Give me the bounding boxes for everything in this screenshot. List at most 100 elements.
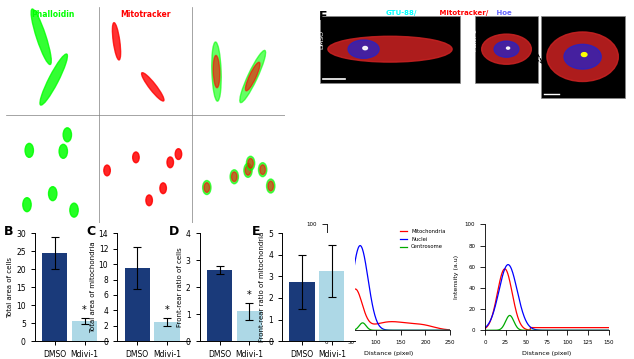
Centrosome <box>372 328 380 332</box>
Bar <box>289 282 314 341</box>
Nuclei <box>401 328 408 332</box>
Mitochondria <box>372 322 380 326</box>
Ellipse shape <box>247 156 255 170</box>
Nuclei <box>363 271 371 275</box>
Bar <box>72 321 97 341</box>
Text: B: B <box>4 225 14 238</box>
Ellipse shape <box>363 46 368 50</box>
Nuclei <box>356 243 364 248</box>
Mitochondria <box>323 328 330 332</box>
Y-axis label: Front-rear ratio of cells: Front-rear ratio of cells <box>177 247 183 327</box>
Ellipse shape <box>260 165 266 174</box>
Ellipse shape <box>203 181 211 195</box>
Centrosome <box>359 321 366 325</box>
Y-axis label: Intensity (a.u): Intensity (a.u) <box>454 255 459 299</box>
Ellipse shape <box>40 54 67 105</box>
Ellipse shape <box>494 41 519 57</box>
Ellipse shape <box>49 187 57 201</box>
Nuclei <box>372 316 380 321</box>
Nuclei <box>413 328 420 332</box>
Ellipse shape <box>104 165 110 176</box>
Centrosome <box>401 328 408 332</box>
Ellipse shape <box>23 198 31 212</box>
Bar <box>207 270 232 341</box>
Ellipse shape <box>31 9 51 65</box>
Ellipse shape <box>231 172 237 182</box>
Ellipse shape <box>212 42 221 101</box>
Text: Mdivi-1: Mdivi-1 <box>0 156 6 182</box>
Ellipse shape <box>248 158 254 168</box>
Ellipse shape <box>133 152 139 163</box>
Nuclei <box>412 328 420 332</box>
X-axis label: Distance (pixel): Distance (pixel) <box>364 350 413 355</box>
Ellipse shape <box>70 203 78 217</box>
Ellipse shape <box>213 55 220 88</box>
Mitochondria <box>401 321 408 325</box>
Ellipse shape <box>175 149 182 159</box>
Y-axis label: Total area of cells: Total area of cells <box>8 257 13 318</box>
Ellipse shape <box>245 165 251 175</box>
Bar <box>320 271 344 341</box>
Centrosome <box>363 325 371 329</box>
Ellipse shape <box>547 32 618 81</box>
Ellipse shape <box>146 195 152 206</box>
Ellipse shape <box>230 170 238 184</box>
Text: DMSO: DMSO <box>0 51 6 71</box>
Y-axis label: Intensity (a.u): Intensity (a.u) <box>295 255 301 299</box>
Ellipse shape <box>564 45 601 69</box>
Nuclei <box>323 328 330 332</box>
Bar <box>541 16 624 98</box>
Centrosome <box>446 328 454 332</box>
Bar <box>124 268 150 341</box>
Text: *: * <box>82 305 87 315</box>
Nuclei <box>446 328 454 332</box>
Bar <box>237 312 262 341</box>
Text: Mitotracker/: Mitotracker/ <box>437 10 488 17</box>
Text: Phalloidin: Phalloidin <box>31 10 75 19</box>
Ellipse shape <box>25 143 34 157</box>
Bar <box>476 16 538 83</box>
Centrosome <box>337 328 345 332</box>
Bar <box>320 16 460 83</box>
Ellipse shape <box>167 157 174 168</box>
Ellipse shape <box>240 50 266 103</box>
Ellipse shape <box>348 40 379 58</box>
Ellipse shape <box>266 179 275 193</box>
Text: *: * <box>165 305 169 315</box>
Ellipse shape <box>59 144 67 158</box>
Ellipse shape <box>160 183 166 194</box>
Text: C: C <box>87 225 96 238</box>
Ellipse shape <box>204 183 210 192</box>
Ellipse shape <box>581 53 587 56</box>
Mitochondria <box>446 328 454 332</box>
Line: Centrosome: Centrosome <box>327 323 450 330</box>
Text: Mitotracker: Mitotracker <box>120 10 171 19</box>
Ellipse shape <box>244 163 252 177</box>
Text: E: E <box>252 225 260 238</box>
Ellipse shape <box>328 36 452 62</box>
Mitochondria <box>413 322 420 326</box>
Bar <box>42 253 67 341</box>
Line: Mitochondria: Mitochondria <box>327 289 450 330</box>
Ellipse shape <box>482 34 531 64</box>
Ellipse shape <box>141 73 164 101</box>
Centrosome <box>412 328 420 332</box>
Text: *: * <box>247 290 252 300</box>
Bar <box>155 322 179 341</box>
Y-axis label: Total area of mitochondria: Total area of mitochondria <box>90 241 96 333</box>
Text: D: D <box>169 225 179 238</box>
Mitochondria <box>351 287 359 291</box>
Ellipse shape <box>63 128 72 142</box>
Ellipse shape <box>245 62 260 91</box>
Ellipse shape <box>268 181 273 191</box>
Text: Hoe: Hoe <box>494 10 512 17</box>
Mitochondria <box>412 322 420 326</box>
Ellipse shape <box>259 163 267 177</box>
Nuclei <box>337 323 345 327</box>
Legend: Mitochondria, Nuclei, Centrosome: Mitochondria, Nuclei, Centrosome <box>398 227 448 252</box>
Text: GTU-88/: GTU-88/ <box>385 10 417 17</box>
Line: Nuclei: Nuclei <box>327 246 450 330</box>
Mitochondria <box>363 316 371 320</box>
Text: Mdivi-1: Mdivi-1 <box>472 28 477 51</box>
X-axis label: Distance (pixel): Distance (pixel) <box>522 350 571 355</box>
